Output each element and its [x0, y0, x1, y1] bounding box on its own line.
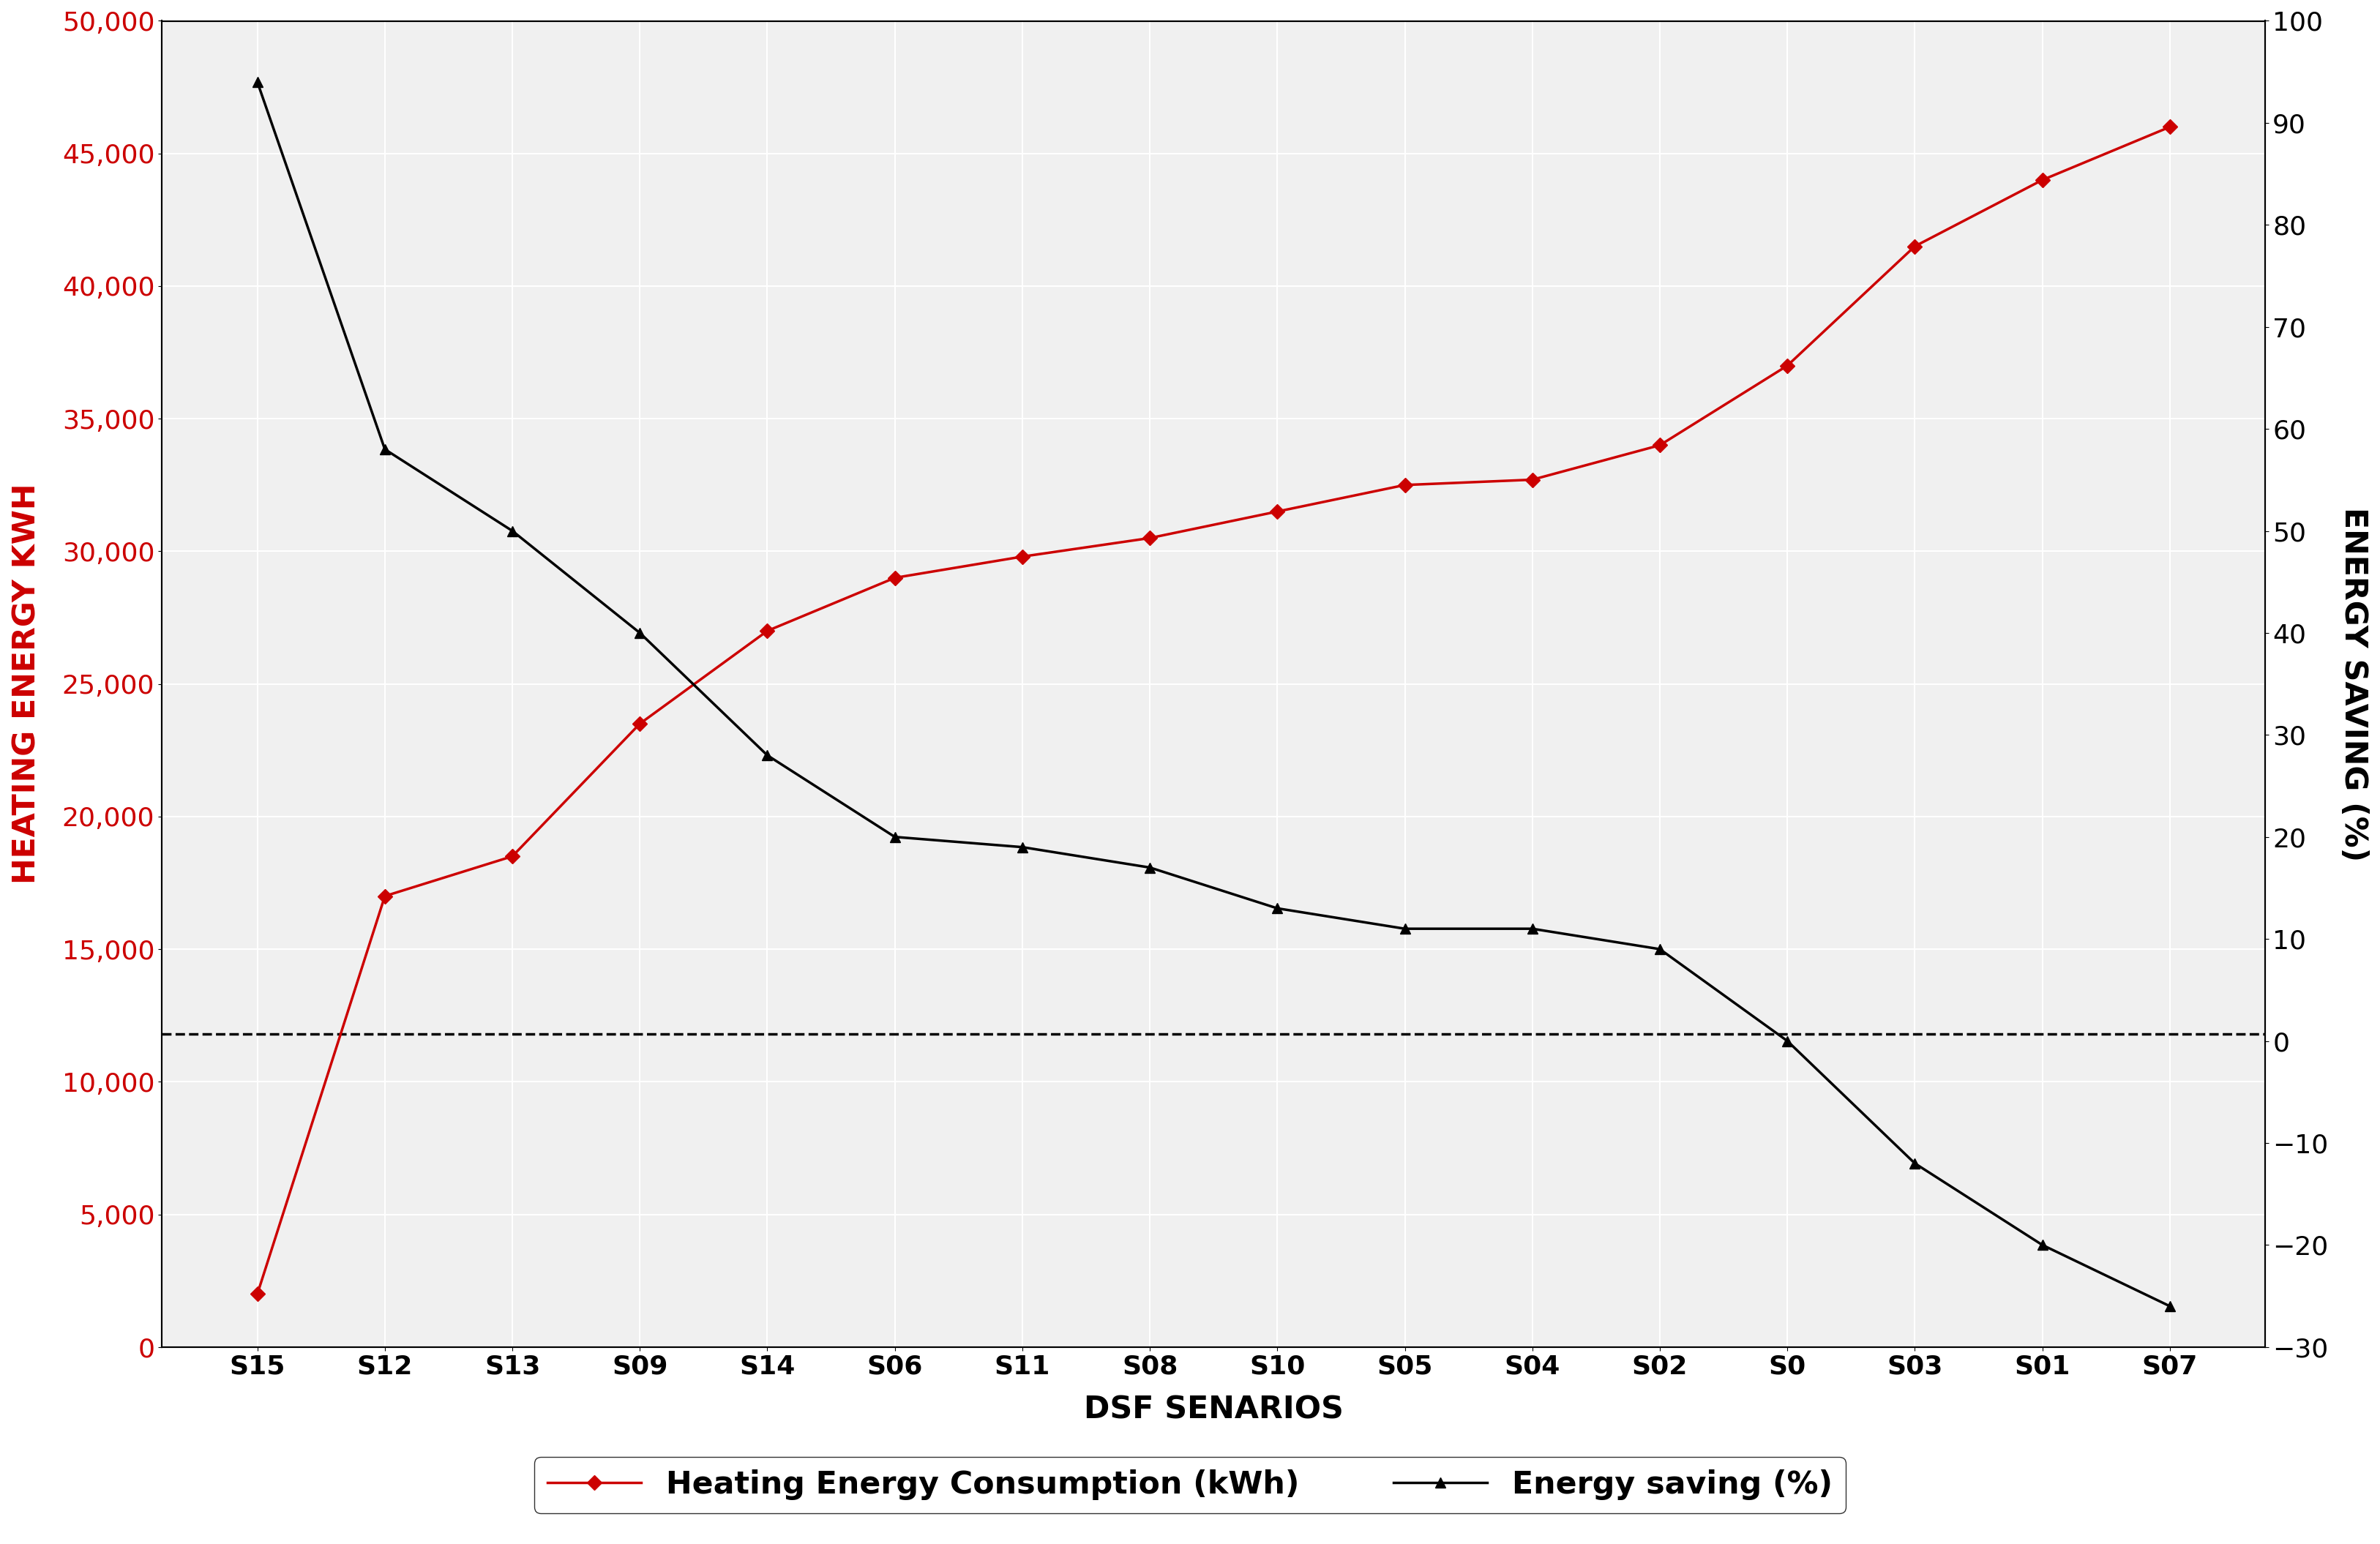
- Heating Energy Consumption (kWh): [1902, 238, 1930, 256]
- Energy saving (%): [371, 440, 400, 459]
- Energy saving (%): [1518, 920, 1547, 939]
- Heating Energy Consumption (kWh): [2156, 117, 2185, 136]
- Energy saving (%): [752, 746, 781, 764]
- Y-axis label: HEATING ENERGY KWH: HEATING ENERGY KWH: [12, 483, 43, 885]
- Heating Energy Consumption (kWh): [371, 886, 400, 905]
- Energy saving (%): [1264, 899, 1292, 917]
- Heating Energy Consumption (kWh): [1518, 471, 1547, 489]
- Heating Energy Consumption (kWh): [752, 622, 781, 641]
- Line: Heating Energy Consumption (kWh): Heating Energy Consumption (kWh): [252, 122, 2175, 1299]
- Heating Energy Consumption (kWh): [2028, 171, 2056, 190]
- Energy saving (%): [497, 522, 526, 540]
- Energy saving (%): [1009, 838, 1038, 857]
- Energy saving (%): [881, 828, 909, 846]
- Energy saving (%): [2028, 1235, 2056, 1254]
- Heating Energy Consumption (kWh): [1009, 547, 1038, 565]
- Legend: Heating Energy Consumption (kWh), Energy saving (%): Heating Energy Consumption (kWh), Energy…: [536, 1458, 1844, 1513]
- Energy saving (%): [2156, 1297, 2185, 1315]
- Energy saving (%): [1902, 1153, 1930, 1172]
- Line: Energy saving (%): Energy saving (%): [252, 77, 2175, 1311]
- X-axis label: DSF SENARIOS: DSF SENARIOS: [1083, 1394, 1342, 1425]
- Energy saving (%): [1645, 940, 1673, 959]
- Energy saving (%): [1773, 1031, 1802, 1050]
- Energy saving (%): [1390, 920, 1418, 939]
- Heating Energy Consumption (kWh): [626, 715, 654, 733]
- Heating Energy Consumption (kWh): [243, 1285, 271, 1303]
- Heating Energy Consumption (kWh): [497, 848, 526, 866]
- Heating Energy Consumption (kWh): [881, 568, 909, 587]
- Energy saving (%): [626, 624, 654, 642]
- Y-axis label: ENERGY SAVING (%): ENERGY SAVING (%): [2337, 506, 2368, 862]
- Heating Energy Consumption (kWh): [1264, 502, 1292, 520]
- Heating Energy Consumption (kWh): [1135, 528, 1164, 547]
- Heating Energy Consumption (kWh): [1645, 435, 1673, 454]
- Energy saving (%): [243, 73, 271, 91]
- Heating Energy Consumption (kWh): [1390, 476, 1418, 494]
- Energy saving (%): [1135, 858, 1164, 877]
- Heating Energy Consumption (kWh): [1773, 357, 1802, 375]
